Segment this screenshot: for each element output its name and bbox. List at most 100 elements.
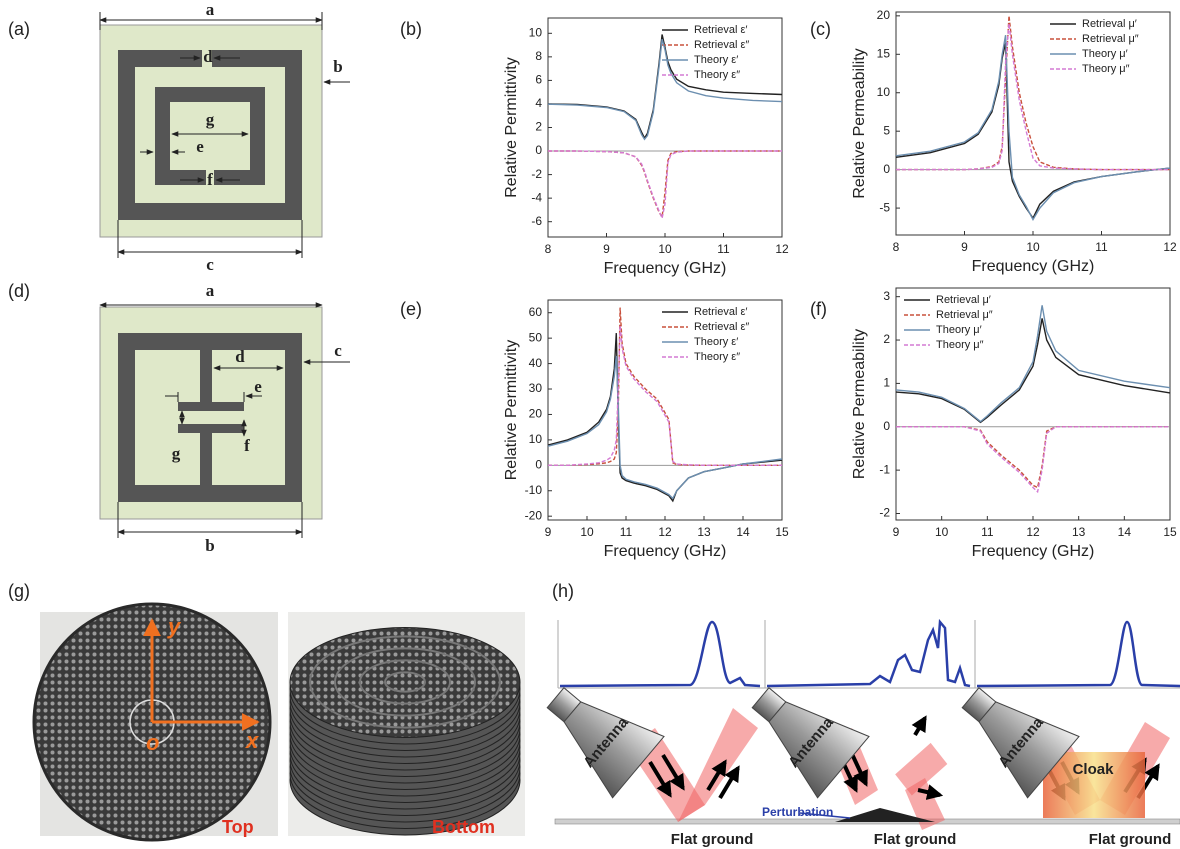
x-tick-label: 9 — [893, 525, 900, 539]
panel-labels: (a) (b) (c) (d) (e) (f) (g) (h) — [8, 19, 831, 601]
x-tick-label: 15 — [1163, 525, 1177, 539]
x-tick-label: 13 — [1072, 525, 1086, 539]
ground-label: Flat ground — [874, 831, 957, 848]
series-line — [896, 15, 1170, 171]
photos: y o x Top Bottom — [32, 602, 525, 842]
legend-label: Retrieval ε″ — [694, 39, 749, 51]
diagram-a: a b c d e f g — [99, 0, 350, 274]
panel-label: (c) — [810, 19, 831, 39]
legend-label: Retrieval μ′ — [936, 294, 991, 306]
legend-label: Theory μ″ — [936, 339, 984, 351]
plot-frame — [895, 11, 1171, 236]
diagram-d: a b c d e f g — [99, 281, 350, 555]
x-tick-label: 12 — [658, 525, 672, 539]
signal — [766, 618, 971, 688]
dim-label: f — [207, 170, 213, 189]
y-tick-label: 6 — [535, 73, 542, 87]
series-line — [896, 426, 1170, 494]
outer-ring — [118, 50, 302, 220]
panel-label: (d) — [8, 281, 30, 301]
y-tick-label: -1 — [879, 462, 890, 476]
y-tick-label: -2 — [531, 167, 542, 181]
legend-label: Theory ε′ — [694, 54, 738, 66]
legend-label: Theory ε″ — [694, 69, 740, 81]
x-tick-label: 12 — [1163, 240, 1177, 254]
perturbation — [835, 808, 935, 822]
series-line — [548, 150, 782, 220]
y-tick-label: 60 — [529, 305, 543, 319]
y-tick-label: 8 — [535, 49, 542, 63]
dim-label: f — [244, 436, 250, 455]
x-tick-label: 12 — [1026, 525, 1040, 539]
ring — [334, 647, 476, 717]
legend-label: Retrieval μ′ — [1082, 18, 1137, 30]
cloak-label: Cloak — [1073, 761, 1115, 778]
y-tick-label: 10 — [529, 25, 543, 39]
series-line — [547, 333, 783, 503]
x-tick-label: 9 — [961, 240, 968, 254]
axis-label: y — [167, 614, 182, 639]
y-tick-label: 10 — [529, 432, 543, 446]
legend-label: Theory ε′ — [694, 336, 738, 348]
series-line — [896, 23, 1170, 171]
x-axis-title: Frequency (GHz) — [604, 543, 727, 560]
legend-label: Theory μ′ — [1082, 48, 1128, 60]
x-tick-label: 14 — [736, 525, 750, 539]
legend-label: Retrieval ε′ — [694, 306, 747, 318]
x-tick-label: 10 — [580, 525, 594, 539]
legend-label: Theory ε″ — [694, 351, 740, 363]
x-tick-label: 11 — [620, 525, 633, 539]
panel-label: (a) — [8, 19, 30, 39]
legend-label: Theory μ′ — [936, 324, 982, 336]
y-tick-label: 50 — [529, 330, 543, 344]
series-line — [547, 355, 783, 500]
x-tick-label: 12 — [775, 242, 789, 256]
dim-label: c — [206, 255, 214, 274]
x-axis-title: Frequency (GHz) — [604, 260, 727, 277]
y-tick-label: -2 — [879, 506, 890, 520]
x-tick-label: 9 — [545, 525, 552, 539]
dim-label: g — [206, 110, 215, 129]
x-tick-label: 15 — [775, 525, 789, 539]
dim-label: e — [196, 137, 204, 156]
plate — [289, 627, 521, 738]
y-tick-label: 0 — [883, 419, 890, 433]
x-tick-label: 11 — [1095, 240, 1108, 254]
dim-label: d — [235, 347, 245, 366]
schematic: Antenna Antenna Antenna Perturbation Clo… — [546, 618, 1180, 848]
x-tick-label: 8 — [893, 240, 900, 254]
y-tick-label: 1 — [883, 376, 890, 390]
y-tick-label: -4 — [531, 190, 542, 204]
y-axis-title: Relative Permittivity — [503, 340, 520, 480]
dim-label: e — [254, 377, 262, 396]
series-line — [895, 42, 1171, 220]
series-line — [548, 150, 782, 221]
caption: Top — [222, 817, 254, 837]
dim-label: a — [206, 281, 215, 300]
y-tick-label: 40 — [529, 356, 543, 370]
y-tick-label: 3 — [883, 289, 890, 303]
x-tick-label: 11 — [981, 525, 994, 539]
legend-label: Retrieval μ″ — [1082, 33, 1139, 45]
inner-ring — [155, 87, 265, 185]
series-line — [895, 34, 1171, 222]
y-tick-label: 20 — [877, 8, 891, 22]
x-tick-label: 9 — [603, 242, 610, 256]
outer-ring — [118, 333, 302, 502]
signal — [559, 620, 761, 688]
y-tick-label: -20 — [525, 508, 543, 522]
plot-frame — [547, 299, 783, 521]
dim-label: b — [205, 536, 214, 555]
y-tick-label: 10 — [877, 85, 891, 99]
legend-label: Retrieval ε′ — [694, 24, 747, 36]
ring — [359, 659, 451, 705]
plot-frame — [895, 287, 1171, 521]
x-axis-title: Frequency (GHz) — [972, 543, 1095, 560]
x-tick-label: 10 — [935, 525, 949, 539]
ground-label: Flat ground — [1089, 831, 1172, 848]
x-tick-label: 11 — [717, 242, 730, 256]
series-line — [895, 318, 1171, 424]
y-tick-label: 5 — [883, 123, 890, 137]
y-tick-label: -5 — [879, 200, 890, 214]
